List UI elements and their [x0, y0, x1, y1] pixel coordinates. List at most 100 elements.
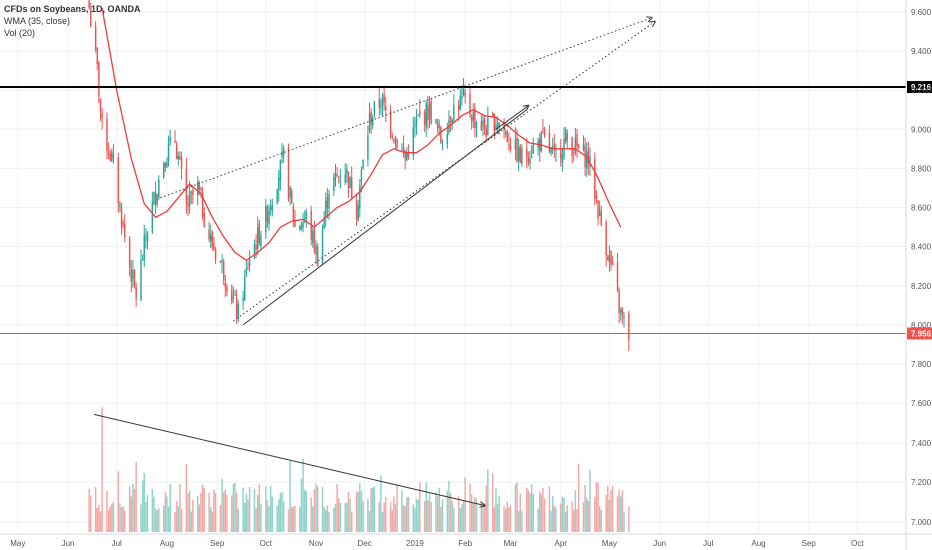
- candle-body: [156, 194, 158, 205]
- candle-body: [620, 310, 622, 312]
- volume-bar: [576, 509, 578, 532]
- candle-body: [200, 188, 202, 191]
- candle-body: [373, 101, 376, 115]
- candle-body: [162, 163, 165, 178]
- volume-bar: [504, 509, 507, 532]
- volume-bar: [276, 505, 278, 532]
- volume-bar: [201, 484, 204, 532]
- candle-body: [244, 276, 246, 300]
- candle-body: [245, 268, 248, 274]
- price-tick-label: 8.000: [911, 321, 932, 330]
- candle-body: [279, 159, 282, 181]
- volume-bar: [222, 492, 225, 532]
- candle-body: [169, 137, 171, 143]
- candle-body: [587, 150, 590, 165]
- volume-bar: [378, 502, 380, 532]
- volume-bar: [417, 500, 419, 532]
- candle-body: [143, 235, 145, 261]
- volume-bar: [359, 483, 361, 532]
- volume-bar: [88, 489, 90, 532]
- volume-bar: [235, 492, 238, 532]
- candle-body: [532, 144, 534, 154]
- candle-body: [269, 207, 272, 210]
- grid-layer: [0, 0, 906, 532]
- volume-bar: [90, 495, 92, 532]
- volume-bar: [370, 488, 372, 532]
- candle-body: [380, 106, 382, 109]
- level-badge: [907, 327, 932, 340]
- candle-body: [101, 112, 103, 119]
- volume-bar: [585, 497, 588, 532]
- candle-body: [303, 218, 306, 220]
- candle-body: [553, 144, 556, 149]
- candle-body: [326, 197, 329, 208]
- volume-bar: [548, 486, 551, 532]
- candle-body: [258, 223, 261, 243]
- candle-body: [610, 251, 612, 265]
- date-tick-label: Sep: [802, 539, 817, 548]
- volume-bar: [224, 489, 227, 532]
- volume-bar: [219, 505, 222, 532]
- volume-bar: [214, 492, 217, 532]
- candle-body: [527, 157, 530, 164]
- volume-bar: [135, 462, 137, 532]
- volume-bar: [372, 487, 374, 532]
- candle-body: [582, 144, 585, 151]
- volume-bar: [571, 501, 573, 532]
- volume-bar: [427, 500, 429, 532]
- candle-body: [419, 110, 421, 115]
- volume-bar: [394, 503, 397, 532]
- volume-bar: [517, 511, 520, 532]
- volume-bar: [506, 501, 509, 532]
- candle-body: [598, 209, 601, 216]
- candle-body: [321, 228, 324, 265]
- candle-body: [334, 173, 337, 181]
- candle-body: [166, 162, 168, 168]
- volume-bar: [469, 483, 471, 532]
- candle-body: [145, 237, 147, 239]
- candle-body: [417, 114, 419, 116]
- candlesticks: [88, 0, 630, 351]
- level-badge-label: 7.956: [911, 329, 932, 338]
- candle-body: [175, 144, 178, 159]
- volume-bar: [355, 491, 358, 532]
- date-tick-label: Jun: [653, 539, 666, 548]
- horizontal-levels: 9.216 7.956: [0, 81, 932, 340]
- volume-bar: [208, 492, 210, 532]
- volume-bar: [415, 498, 418, 532]
- candle-body: [469, 93, 471, 115]
- candle-body: [389, 110, 392, 135]
- date-tick-label: May: [10, 539, 25, 548]
- volume-bar: [169, 484, 171, 532]
- volume-bar: [156, 510, 158, 532]
- candle-body: [201, 192, 204, 217]
- candle-body: [338, 176, 340, 178]
- candle-body: [516, 137, 518, 163]
- volume-bar: [509, 505, 512, 532]
- candle-body: [441, 142, 444, 144]
- volume-bar: [368, 511, 371, 532]
- candle-body: [406, 152, 408, 161]
- candle-body: [247, 267, 249, 269]
- volume-bar: [383, 502, 385, 532]
- price-tick-label: 8.200: [911, 282, 932, 291]
- candle-body: [315, 245, 317, 255]
- candle-body: [555, 149, 557, 151]
- candle-body: [530, 156, 533, 158]
- date-tick-label: Jul: [703, 539, 713, 548]
- volume-bar: [188, 490, 191, 532]
- date-tick-label: Oct: [260, 539, 273, 548]
- candle-body: [472, 111, 474, 120]
- candle-body: [563, 138, 565, 158]
- candle-body: [287, 147, 290, 199]
- candle-body: [459, 96, 462, 110]
- price-tick-label: 8.400: [911, 243, 932, 252]
- volume-bar: [461, 504, 463, 532]
- volume-bar: [336, 484, 338, 532]
- volume-bar: [281, 492, 283, 532]
- volume-bar: [367, 498, 369, 532]
- candle-body: [203, 213, 205, 228]
- candle-body: [504, 132, 507, 134]
- volume-bar: [423, 501, 426, 532]
